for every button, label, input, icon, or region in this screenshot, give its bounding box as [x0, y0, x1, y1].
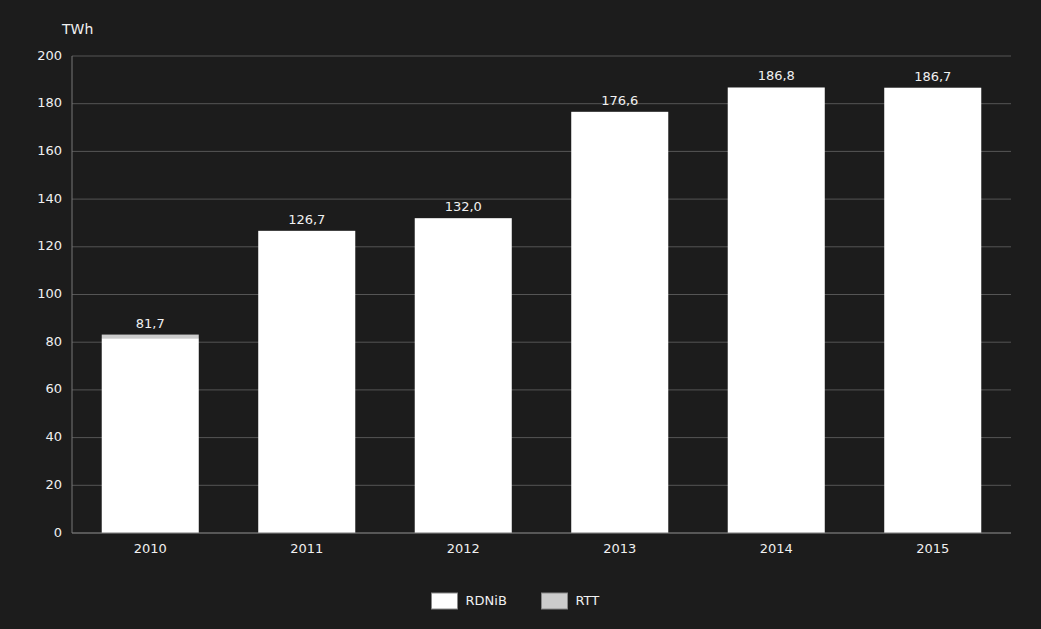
x-tick-label: 2012 [447, 541, 480, 556]
x-tick-label: 2010 [134, 541, 167, 556]
x-tick-label: 2013 [603, 541, 636, 556]
x-tick-label: 2014 [760, 541, 793, 556]
data-label: 186,8 [758, 68, 795, 83]
chart-container: 020406080100120140160180200TWh2010201120… [0, 0, 1041, 629]
bar-segment [884, 88, 981, 533]
bar-segment [258, 231, 355, 533]
grid-line [72, 199, 1011, 200]
bar-segment [415, 218, 512, 219]
x-axis: 2010 2011 2012 2013 2014 2015 [134, 541, 950, 556]
bar-segment [415, 218, 512, 533]
y-tick-label: 160 [37, 143, 62, 158]
grid-line [72, 389, 1011, 390]
bar-segment [571, 112, 668, 533]
x-axis-line [72, 533, 1011, 534]
legend: RDNiB RTT [432, 593, 600, 610]
data-label: 126,7 [288, 212, 325, 227]
chart-svg: 020406080100120140160180200TWh2010201120… [0, 0, 1041, 629]
grid-line [72, 151, 1011, 152]
y-axis: 0 20 40 60 80 100 120 140 160 180 200 [37, 48, 62, 540]
legend-swatch [542, 593, 568, 609]
x-tick-label: 2011 [290, 541, 323, 556]
bar-segment [571, 111, 668, 112]
bars [102, 87, 982, 533]
y-tick-label: 100 [37, 286, 62, 301]
grid-line [72, 485, 1011, 486]
bar-segment [102, 335, 199, 339]
background [0, 0, 1041, 629]
x-tick-label: 2015 [916, 541, 949, 556]
page: {"chart_data": {"type": "bar", "stacked"… [0, 0, 1041, 629]
y-tick-label: 140 [37, 191, 62, 206]
y-tick-label: 200 [37, 48, 62, 63]
y-axis-label: TWh [61, 21, 93, 37]
bar-segment [728, 87, 825, 533]
y-tick-label: 120 [37, 238, 62, 253]
y-axis-line [72, 56, 73, 533]
data-label: 186,7 [914, 69, 951, 84]
y-tick-label: 20 [45, 477, 62, 492]
bar-segment [728, 87, 825, 88]
y-tick-label: 180 [37, 95, 62, 110]
grid-line [72, 294, 1011, 295]
grid-line [72, 56, 1011, 57]
data-label: 81,7 [136, 316, 165, 331]
y-tick-label: 60 [45, 381, 62, 396]
grid-line [72, 342, 1011, 343]
grid-line [72, 533, 1011, 534]
data-label: 132,0 [445, 199, 482, 214]
legend-label: RTT [576, 593, 600, 608]
legend-swatch [432, 593, 458, 609]
grid-line [72, 246, 1011, 247]
bar-segment [258, 230, 355, 231]
data-labels: 81,7 126,7 132,0 176,6 186,8 186,7 [136, 68, 952, 330]
y-tick-label: 80 [45, 334, 62, 349]
y-tick-label: 40 [45, 429, 62, 444]
legend-label: RDNiB [466, 593, 507, 608]
bar-segment [884, 87, 981, 88]
grid-line [72, 437, 1011, 438]
data-label: 176,6 [601, 93, 638, 108]
y-tick-label: 0 [54, 525, 62, 540]
grid-line [72, 103, 1011, 104]
bar-segment [102, 338, 199, 533]
grid [72, 56, 1011, 533]
